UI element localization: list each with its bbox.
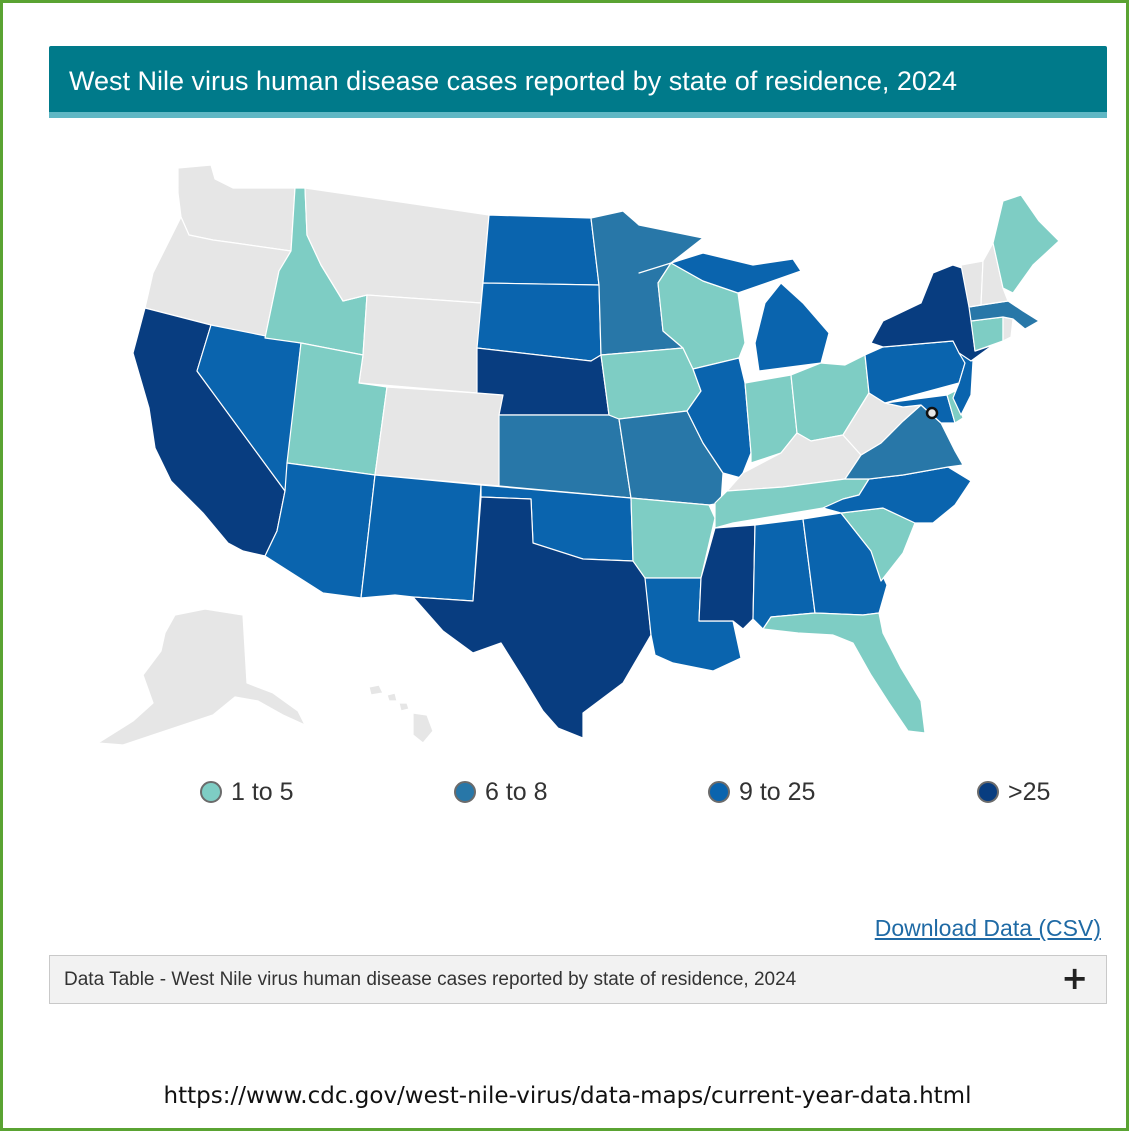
state-KS[interactable] bbox=[498, 414, 632, 499]
legend-swatch-4 bbox=[977, 781, 999, 803]
legend-label-3: 9 to 25 bbox=[739, 777, 816, 806]
us-map bbox=[97, 164, 1060, 746]
map-title: West Nile virus human disease cases repo… bbox=[69, 66, 957, 96]
state-AK[interactable] bbox=[97, 608, 306, 746]
state-NM[interactable] bbox=[360, 474, 482, 602]
legend-item-4: >25 bbox=[977, 775, 1050, 809]
legend-swatch-3 bbox=[708, 781, 730, 803]
state-SD[interactable] bbox=[476, 282, 602, 362]
state-ME[interactable] bbox=[992, 194, 1060, 294]
state-MA[interactable] bbox=[968, 300, 1040, 330]
state-CO[interactable] bbox=[374, 386, 504, 487]
state-ND[interactable] bbox=[482, 214, 600, 286]
state-RI[interactable] bbox=[1002, 316, 1014, 342]
state-NC[interactable] bbox=[822, 466, 972, 524]
state-TX[interactable] bbox=[412, 496, 652, 739]
legend-item-3: 9 to 25 bbox=[708, 775, 815, 809]
data-table-toggle[interactable]: Data Table - West Nile virus human disea… bbox=[49, 955, 1107, 1004]
state-NH[interactable] bbox=[980, 242, 1009, 306]
dc-marker[interactable] bbox=[925, 406, 939, 420]
data-table-label: Data Table - West Nile virus human disea… bbox=[64, 969, 797, 990]
state-FL[interactable] bbox=[762, 612, 926, 734]
map-header: West Nile virus human disease cases repo… bbox=[49, 46, 1107, 118]
legend-swatch-1 bbox=[200, 781, 222, 803]
legend-swatch-2 bbox=[454, 781, 476, 803]
source-url: https://www.cdc.gov/west-nile-virus/data… bbox=[163, 1083, 972, 1109]
download-csv-link[interactable]: Download Data (CSV) bbox=[874, 915, 1101, 941]
state-WY[interactable] bbox=[358, 294, 482, 394]
legend-item-2: 6 to 8 bbox=[454, 775, 548, 809]
legend-label-4: >25 bbox=[1008, 777, 1051, 806]
legend-label-1: 1 to 5 bbox=[231, 777, 294, 806]
state-DE[interactable] bbox=[946, 390, 964, 424]
legend-label-2: 6 to 8 bbox=[485, 777, 548, 806]
plus-icon[interactable]: + bbox=[1061, 959, 1088, 997]
state-NJ[interactable] bbox=[952, 352, 974, 416]
state-IL[interactable] bbox=[686, 357, 752, 479]
state-CT[interactable] bbox=[970, 316, 1004, 352]
state-IA[interactable] bbox=[600, 347, 702, 420]
state-AR[interactable] bbox=[630, 497, 716, 579]
legend-item-1: 1 to 5 bbox=[200, 775, 294, 809]
state-MI[interactable] bbox=[638, 252, 830, 372]
state-HI[interactable] bbox=[368, 684, 434, 744]
